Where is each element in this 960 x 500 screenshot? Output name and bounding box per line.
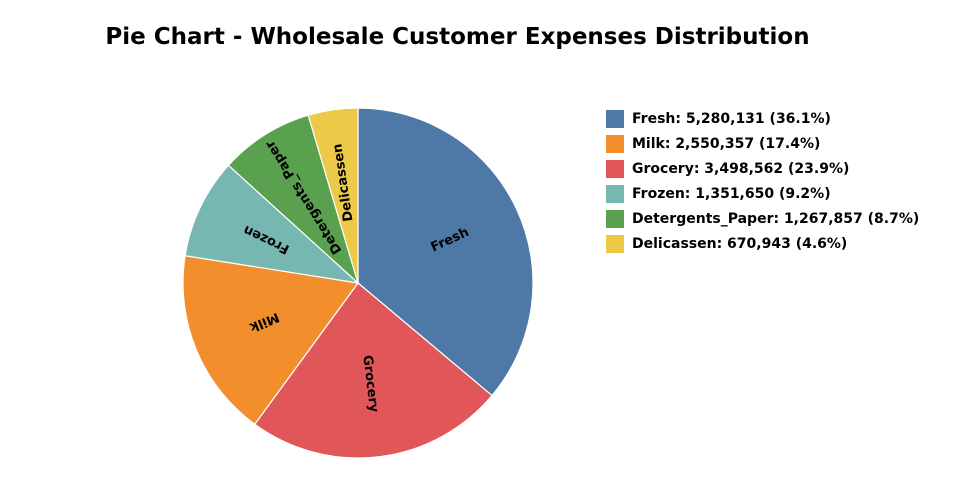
legend-swatch	[606, 109, 624, 128]
legend-item-milk: Milk: 2,550,357 (17.4%)	[606, 131, 919, 156]
pie-slices	[182, 107, 534, 459]
pie-slice-delicassen	[307, 107, 359, 284]
chart-title: Pie Chart - Wholesale Customer Expenses …	[105, 24, 810, 50]
legend-item-fresh: Fresh: 5,280,131 (36.1%)	[606, 106, 919, 131]
legend-label: Delicassen: 670,943 (4.6%)	[632, 235, 848, 252]
legend-swatch	[606, 234, 624, 253]
legend-item-delicassen: Delicassen: 670,943 (4.6%)	[606, 231, 919, 256]
legend-item-grocery: Grocery: 3,498,562 (23.9%)	[606, 156, 919, 181]
legend-swatch	[606, 134, 624, 153]
legend: Fresh: 5,280,131 (36.1%) Milk: 2,550,357 …	[606, 106, 919, 256]
pie-slice-fresh	[357, 107, 534, 397]
pie-slice-grocery	[253, 282, 493, 459]
pie-slice-frozen	[184, 164, 360, 284]
legend-label: Grocery: 3,498,562 (23.9%)	[632, 160, 850, 177]
legend-label: Frozen: 1,351,650 (9.2%)	[632, 185, 831, 202]
slice-label-grocery: Grocery	[359, 354, 381, 413]
legend-item-detergents-paper: Detergents_Paper: 1,267,857 (8.7%)	[606, 206, 919, 231]
legend-label: Detergents_Paper: 1,267,857 (8.7%)	[632, 210, 920, 227]
legend-swatch	[606, 159, 624, 178]
pie-slice-detergents-paper	[227, 114, 360, 285]
legend-label: Milk: 2,550,357 (17.4%)	[632, 135, 821, 152]
legend-item-frozen: Frozen: 1,351,650 (9.2%)	[606, 181, 919, 206]
legend-swatch	[606, 184, 624, 203]
legend-swatch	[606, 209, 624, 228]
pie-slice-milk	[182, 255, 360, 426]
legend-label: Fresh: 5,280,131 (36.1%)	[632, 110, 831, 127]
